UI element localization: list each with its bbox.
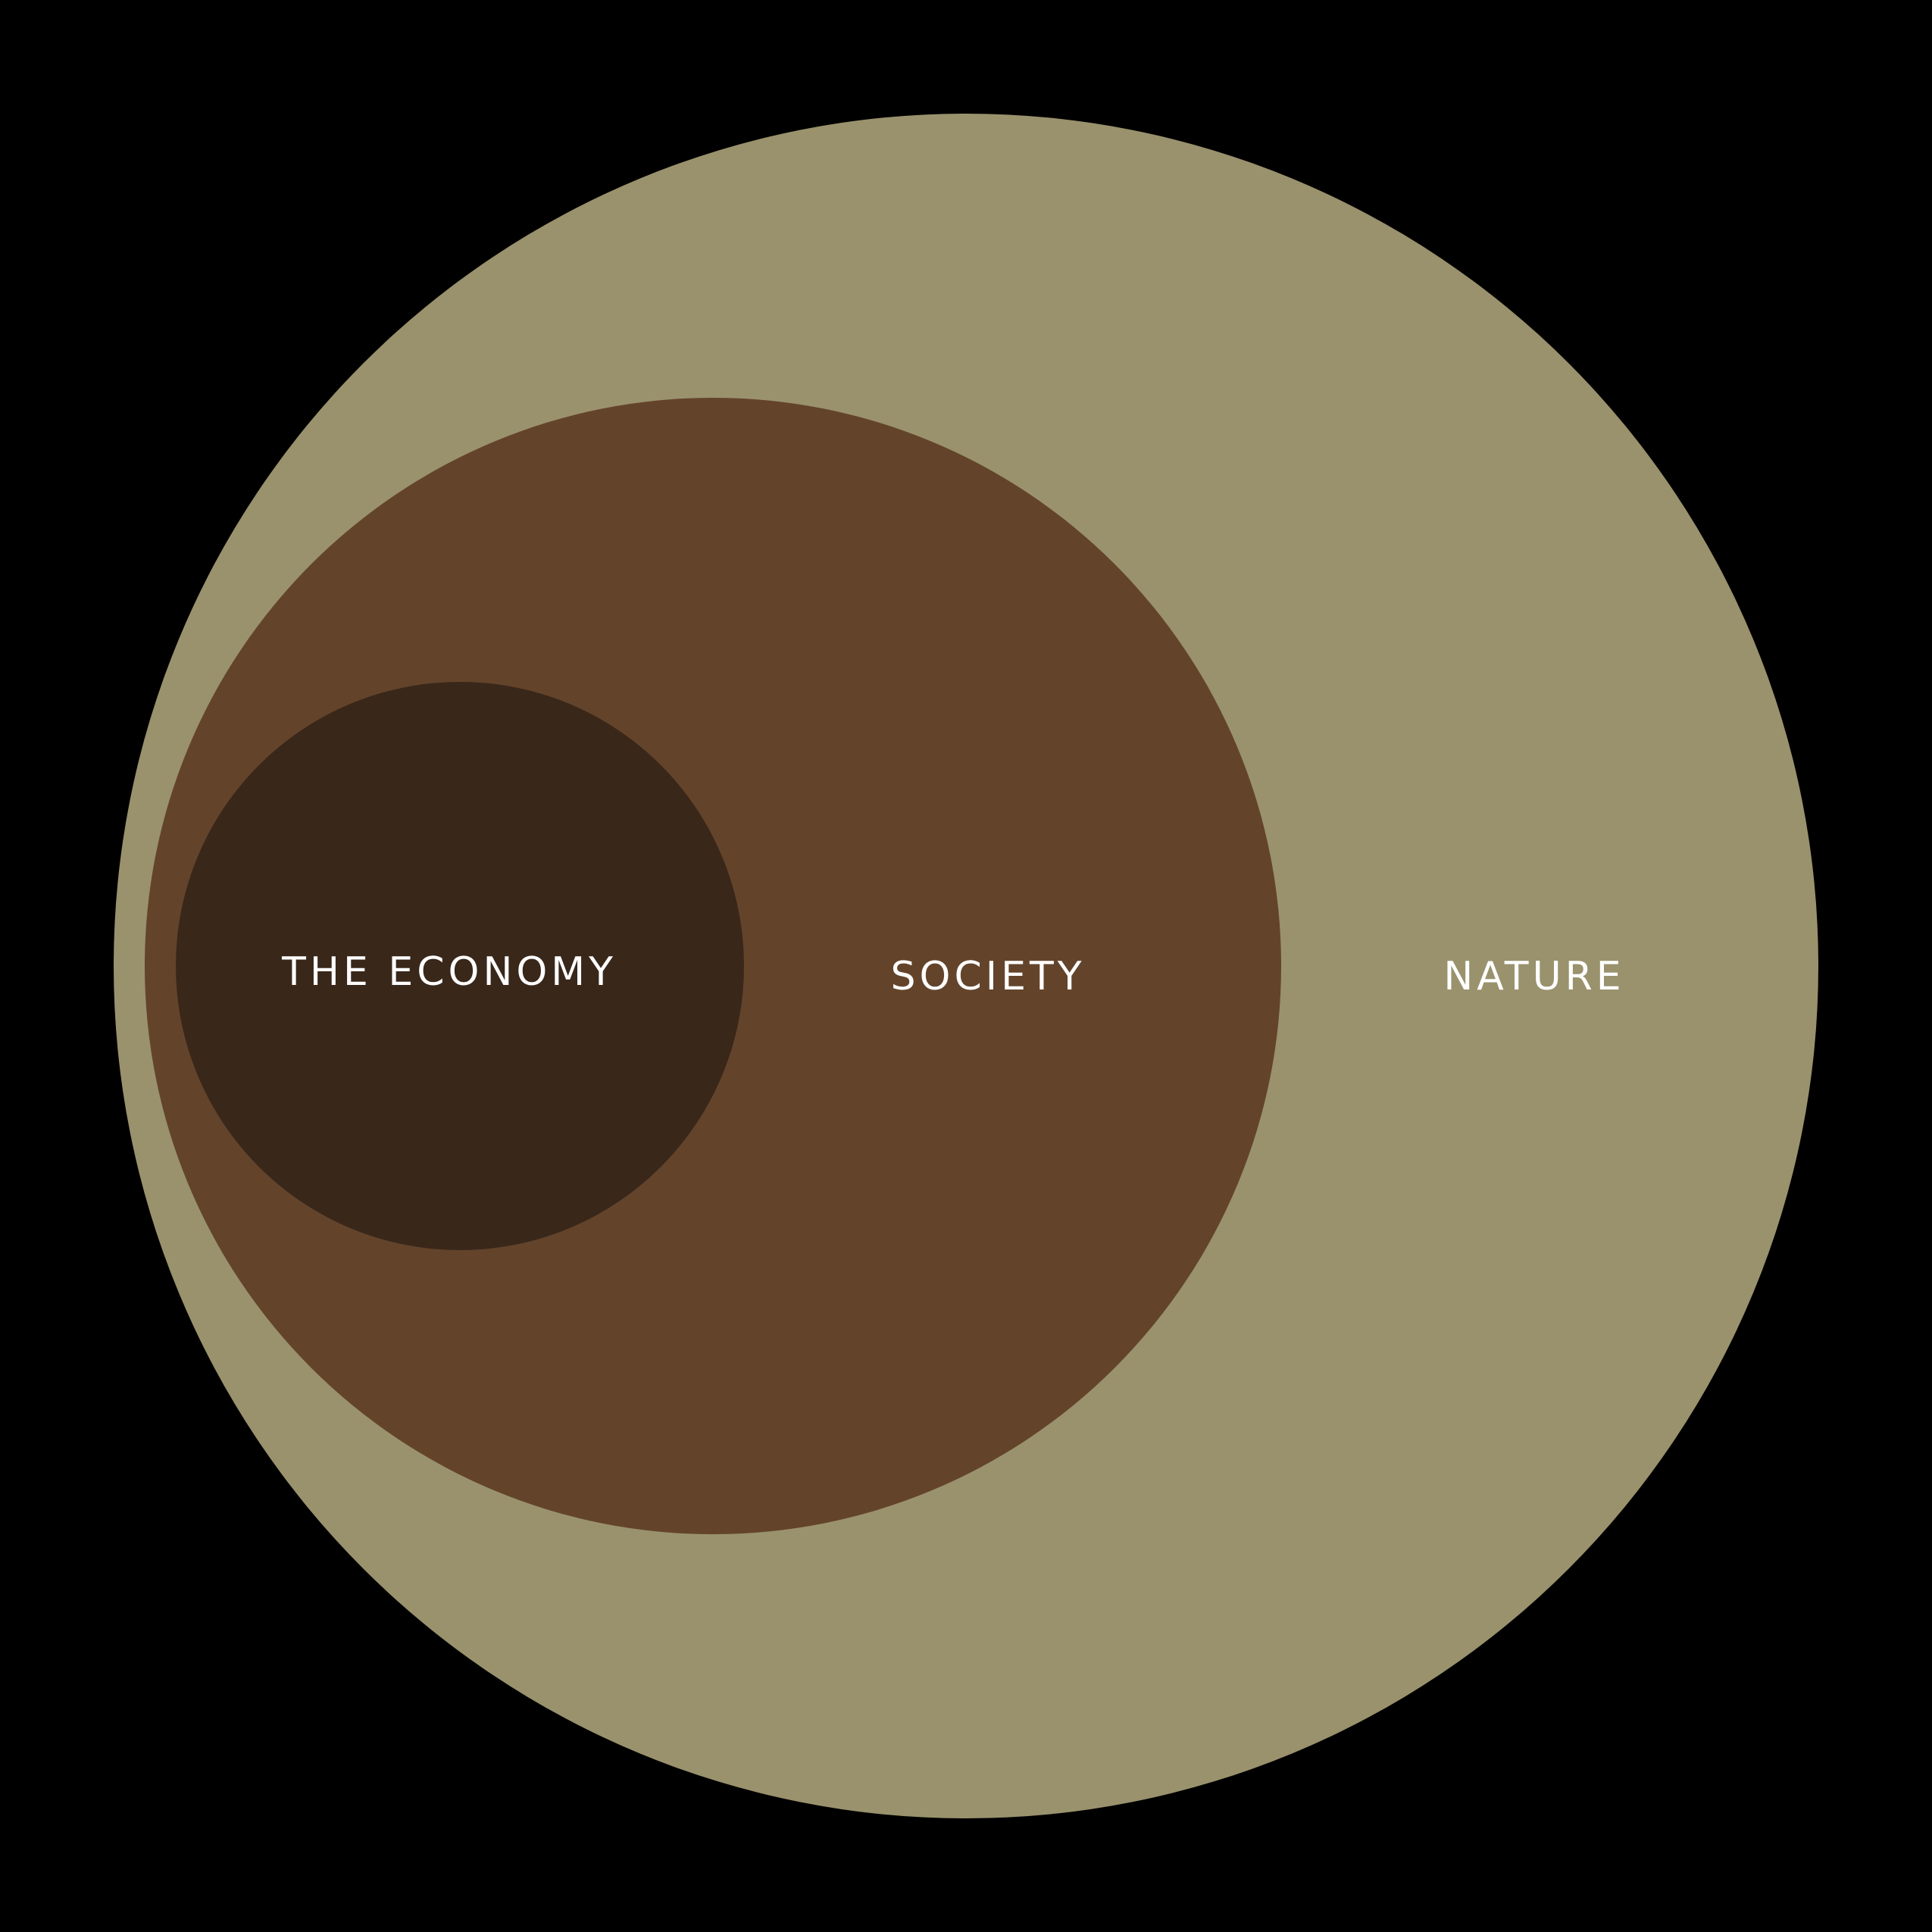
economy-label: THE ECONOMY: [281, 949, 617, 995]
nature-label: NATURE: [1443, 954, 1624, 999]
economy-circle: [176, 682, 744, 1250]
society-label: SOCIETY: [891, 954, 1086, 999]
